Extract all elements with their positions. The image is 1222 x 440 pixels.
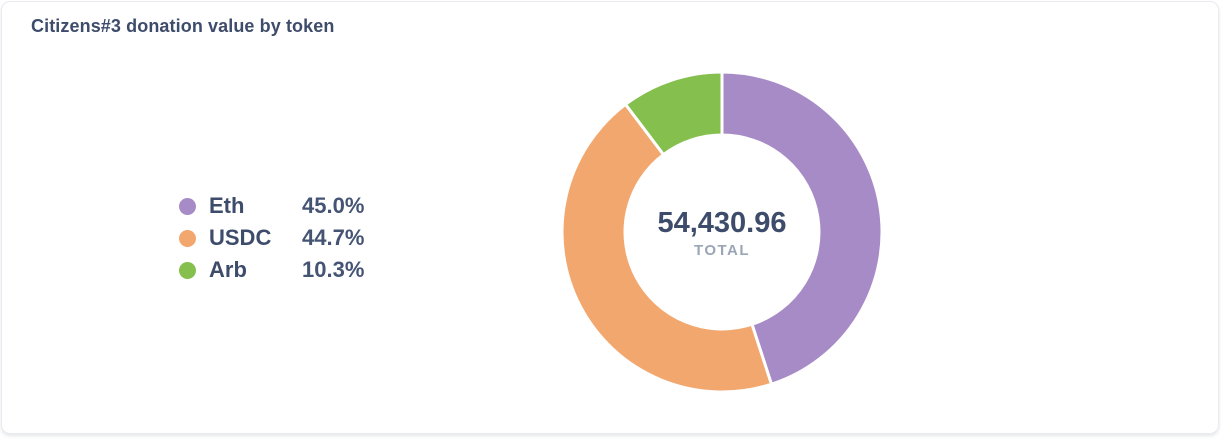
donut-slice-arb[interactable] — [623, 70, 724, 157]
legend-item-eth[interactable]: Eth 45.0% — [179, 190, 364, 222]
donut-slice-usdc[interactable] — [560, 102, 774, 394]
donut-slice-eth[interactable] — [720, 70, 884, 387]
chart-title: Citizens#3 donation value by token — [31, 16, 335, 36]
chart-legend: Eth 45.0% USDC 44.7% Arb 10.3% — [179, 190, 364, 286]
legend-label: Arb — [209, 257, 247, 282]
legend-item-usdc[interactable]: USDC 44.7% — [179, 222, 364, 254]
legend-percent: 45.0% — [302, 193, 365, 218]
legend-swatch-icon — [179, 197, 196, 215]
legend-swatch-icon — [179, 261, 196, 279]
legend-label: Eth — [209, 193, 245, 218]
legend-swatch-icon — [179, 229, 196, 247]
donut-chart — [560, 70, 884, 394]
legend-item-arb[interactable]: Arb 10.3% — [179, 254, 364, 286]
legend-label: USDC — [209, 225, 272, 250]
legend-percent: 44.7% — [302, 225, 365, 250]
legend-percent: 10.3% — [302, 257, 365, 282]
